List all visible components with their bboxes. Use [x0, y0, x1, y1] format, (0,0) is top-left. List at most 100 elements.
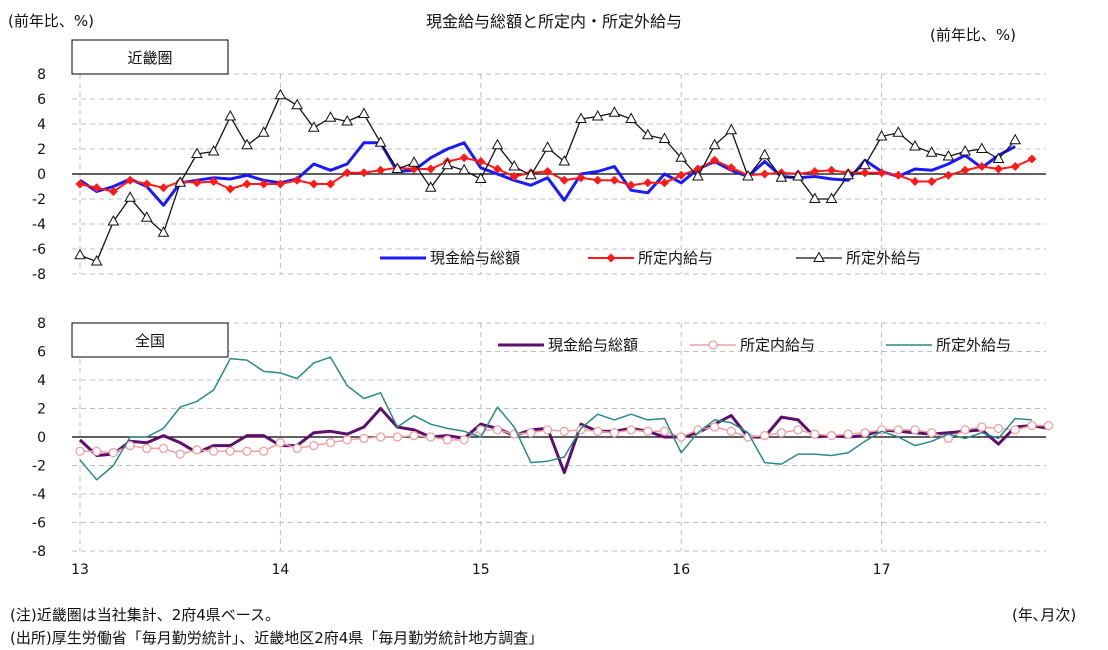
kinki-data-point	[341, 114, 354, 126]
kinki-data-point	[726, 163, 736, 173]
national-data-point	[75, 446, 85, 456]
kinki-y-tick-label: -2	[32, 192, 46, 208]
kinki-data-point	[942, 149, 955, 161]
kinki-data-point	[508, 159, 521, 171]
national-data-point	[709, 422, 720, 432]
footnote: (注)近畿圏は当社集計、2府4県ベース。	[10, 606, 281, 624]
kinki-data-point	[576, 173, 586, 183]
kinki-data-point	[441, 158, 454, 170]
kinki-data-point	[424, 181, 437, 192]
kinki-data-point	[559, 175, 569, 185]
kinki-data-point	[326, 179, 335, 189]
national-data-point	[392, 432, 402, 442]
national-data-point	[225, 446, 235, 456]
national-legend-marker	[708, 340, 718, 350]
national-data-point	[776, 428, 787, 438]
national-y-tick-label: -2	[32, 459, 46, 475]
national-data-point	[275, 438, 286, 448]
kinki-y-tick-label: -4	[32, 217, 46, 233]
kinki-data-point	[374, 136, 387, 147]
kinki-data-point	[124, 191, 136, 202]
national-data-point	[375, 432, 386, 442]
kinki-panel-label: 近畿圏	[127, 49, 172, 67]
kinki-data-point	[875, 129, 888, 141]
kinki-data-point	[207, 144, 220, 156]
national-data-point	[659, 426, 670, 436]
chart-title: 現金給与総額と所定内・所定外給与	[425, 12, 682, 31]
kinki-data-point	[191, 147, 203, 158]
kinki-data-point	[107, 214, 120, 226]
kinki-data-point	[90, 254, 103, 266]
national-data-point	[142, 443, 152, 454]
kinki-data-point	[625, 112, 637, 123]
national-y-tick-label: 6	[37, 345, 46, 361]
kinki-data-point	[626, 180, 636, 190]
national-data-point	[593, 426, 603, 436]
national-data-point	[158, 443, 169, 454]
kinki-data-point	[224, 109, 237, 121]
kinki-data-point	[810, 167, 820, 176]
national-data-point	[893, 425, 903, 435]
national-data-point	[175, 449, 185, 459]
national-data-point	[977, 422, 987, 432]
kinki-data-point	[324, 111, 337, 122]
national-data-point	[426, 432, 436, 442]
kinki-data-point	[742, 169, 754, 181]
national-panel-label: 全国	[135, 332, 165, 350]
kinki-data-point	[792, 169, 804, 181]
national-data-point	[643, 426, 653, 436]
kinki-data-point	[257, 126, 270, 137]
kinki-data-point	[909, 139, 921, 151]
kinki-data-point	[975, 142, 988, 153]
national-legend-label: 所定外給与	[936, 336, 1011, 354]
national-y-tick-label: 8	[37, 316, 46, 332]
time-unit-label: (年､月次)	[1012, 606, 1077, 624]
national-data-point	[960, 425, 970, 435]
kinki-data-point	[910, 177, 920, 186]
kinki-legend-label: 現金給与総額	[430, 249, 520, 267]
kinki-data-point	[591, 109, 604, 121]
x-tick-label: 14	[271, 562, 289, 578]
kinki-data-point	[543, 167, 553, 176]
kinki-data-point	[274, 88, 287, 100]
kinki-y-tick-label: 6	[37, 92, 46, 108]
kinki-data-point	[641, 128, 654, 140]
x-tick-label: 15	[472, 562, 490, 578]
national-data-point	[993, 423, 1004, 434]
kinki-data-point	[476, 157, 486, 166]
kinki-data-point	[541, 141, 554, 152]
national-data-point	[125, 440, 135, 451]
national-data-point	[325, 438, 336, 448]
kinki-data-point	[159, 183, 168, 193]
x-tick-label: 17	[873, 562, 891, 578]
kinki-series-line	[79, 156, 1033, 193]
kinki-data-point	[174, 176, 187, 187]
kinki-data-point	[74, 248, 86, 260]
kinki-data-point	[493, 164, 502, 174]
kinki-data-point	[342, 168, 352, 178]
national-series-line	[78, 407, 1049, 475]
national-data-point	[259, 446, 269, 456]
kinki-data-point	[75, 179, 85, 189]
kinki-data-point	[108, 187, 118, 196]
national-data-point	[626, 425, 636, 435]
national-data-point	[793, 425, 803, 435]
kinki-data-point	[710, 155, 720, 165]
national-data-point	[359, 433, 369, 444]
kinki-data-point	[291, 98, 303, 110]
national-data-point	[108, 448, 119, 458]
kinki-data-point	[960, 165, 970, 175]
national-legend-label: 所定内給与	[740, 336, 815, 354]
kinki-data-point	[307, 121, 320, 132]
kinki-data-point	[725, 123, 738, 135]
kinki-data-point	[225, 184, 235, 194]
kinki-data-point	[358, 107, 370, 118]
national-data-point	[927, 428, 937, 438]
kinki-data-point	[474, 172, 487, 183]
kinki-data-point	[758, 148, 771, 160]
kinki-legend-label: 所定内給与	[638, 249, 713, 267]
kinki-data-point	[676, 170, 686, 180]
kinki-y-tick-label: -6	[32, 242, 46, 258]
kinki-data-point	[808, 192, 821, 203]
national-data-point	[826, 430, 837, 441]
